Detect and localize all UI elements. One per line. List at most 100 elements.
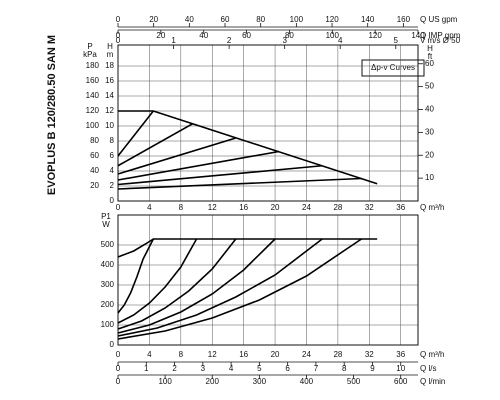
x-tick-label: 16 bbox=[239, 350, 248, 359]
extra-axis-tick-label: 140 bbox=[411, 31, 425, 40]
extra-axis-tick-label: 160 bbox=[397, 15, 411, 24]
kpa-tick-label: 100 bbox=[86, 121, 100, 130]
y-tick-label: 10 bbox=[105, 121, 114, 130]
kpa-tick-label: 60 bbox=[90, 151, 99, 160]
extra-axis-tick-label: 0 bbox=[116, 36, 121, 45]
curve bbox=[117, 123, 193, 167]
x-tick-label: 32 bbox=[365, 350, 374, 359]
x-axis-label: Q m³/h bbox=[420, 350, 444, 359]
extra-axis-tick-label: 120 bbox=[368, 31, 382, 40]
y2-tick-label: 20 bbox=[425, 150, 434, 159]
extra-axis-tick-label: 10 bbox=[396, 364, 405, 373]
y-tick-label: 8 bbox=[110, 136, 115, 145]
extra-axis-tick-label: 300 bbox=[253, 377, 267, 386]
extra-axis-tick-label: 80 bbox=[256, 15, 265, 24]
kpa-tick-label: 140 bbox=[86, 91, 100, 100]
x-tick-label: 8 bbox=[179, 350, 184, 359]
extra-axis-label: Q l/s bbox=[420, 364, 436, 373]
plot-frame bbox=[117, 214, 419, 346]
chart-title: EVOPLUS B 120/280.50 SAN M bbox=[46, 35, 58, 195]
x-tick-label: 32 bbox=[365, 203, 374, 212]
x-tick-label: 20 bbox=[271, 203, 280, 212]
x-axis-label: Q m³/h bbox=[420, 203, 444, 212]
kpa-tick-label: 40 bbox=[90, 166, 99, 175]
extra-axis-tick-label: 9 bbox=[370, 364, 375, 373]
y-axis-label: P1 bbox=[101, 212, 111, 221]
x-tick-label: 4 bbox=[147, 203, 152, 212]
y2-axis-label: H bbox=[427, 44, 433, 53]
y-tick-label: 0 bbox=[110, 196, 115, 205]
kpa-tick-label: 20 bbox=[90, 181, 99, 190]
kpa-tick-label: 120 bbox=[86, 106, 100, 115]
extra-axis-tick-label: 20 bbox=[156, 31, 165, 40]
annotation: Δp-v Curves bbox=[371, 63, 415, 72]
kpa-axis-unit: kPa bbox=[83, 50, 97, 59]
x-tick-label: 12 bbox=[208, 350, 217, 359]
x-tick-label: 20 bbox=[271, 350, 280, 359]
x-tick-label: 28 bbox=[333, 203, 342, 212]
curve bbox=[117, 238, 323, 337]
extra-axis-tick-label: 0 bbox=[116, 364, 121, 373]
curve bbox=[117, 238, 276, 334]
extra-axis-tick-label: 4 bbox=[229, 364, 234, 373]
extra-axis-tick-label: 4 bbox=[338, 36, 343, 45]
extra-axis-tick-label: 0 bbox=[116, 15, 121, 24]
extra-axis-tick-label: 60 bbox=[242, 31, 251, 40]
y-axis-label: H bbox=[107, 42, 113, 51]
curve bbox=[117, 150, 280, 181]
extra-axis-tick-label: 3 bbox=[282, 36, 287, 45]
y2-tick-label: 40 bbox=[425, 105, 434, 114]
extra-axis-tick-label: 5 bbox=[394, 36, 399, 45]
extra-axis-tick-label: 100 bbox=[158, 377, 172, 386]
extra-axis-tick-label: 0 bbox=[116, 31, 121, 40]
y-tick-label: 16 bbox=[105, 76, 114, 85]
extra-axis-tick-label: 2 bbox=[172, 364, 177, 373]
kpa-tick-label: 180 bbox=[86, 61, 100, 70]
curve bbox=[117, 238, 378, 258]
extra-axis-tick-label: 6 bbox=[285, 364, 290, 373]
curve bbox=[117, 238, 362, 340]
extra-axis-tick-label: 40 bbox=[199, 31, 208, 40]
extra-axis-tick-label: 80 bbox=[285, 31, 294, 40]
extra-axis-tick-label: 200 bbox=[206, 377, 220, 386]
extra-axis-tick-label: 60 bbox=[221, 15, 230, 24]
y-tick-label: 200 bbox=[101, 300, 115, 309]
extra-axis-tick-label: 20 bbox=[149, 15, 158, 24]
extra-axis-tick-label: 120 bbox=[325, 15, 339, 24]
extra-axis-tick-label: 8 bbox=[342, 364, 347, 373]
x-tick-label: 8 bbox=[179, 203, 184, 212]
curve bbox=[117, 238, 198, 324]
extra-axis-tick-label: 7 bbox=[314, 364, 319, 373]
y2-tick-label: 30 bbox=[425, 127, 434, 136]
x-tick-label: 36 bbox=[396, 350, 405, 359]
y2-axis-unit: ft bbox=[428, 52, 433, 61]
annotation-box bbox=[361, 59, 425, 77]
extra-axis-tick-label: 500 bbox=[347, 377, 361, 386]
extra-axis-tick-label: 100 bbox=[326, 31, 340, 40]
y-axis-unit: W bbox=[102, 220, 110, 229]
x-tick-label: 24 bbox=[302, 350, 311, 359]
extra-axis-tick-label: 600 bbox=[394, 377, 408, 386]
curve bbox=[117, 110, 154, 157]
curve bbox=[117, 177, 362, 190]
extra-axis-tick-label: 100 bbox=[290, 15, 304, 24]
y2-tick-label: 50 bbox=[425, 82, 434, 91]
y-tick-label: 2 bbox=[110, 181, 115, 190]
y-tick-label: 14 bbox=[105, 91, 114, 100]
extra-axis-label: V m/s Ø 50 bbox=[420, 36, 461, 45]
y-tick-label: 4 bbox=[110, 166, 115, 175]
y-axis-unit: m bbox=[107, 50, 114, 59]
y-tick-label: 0 bbox=[110, 340, 115, 349]
y-tick-label: 500 bbox=[101, 240, 115, 249]
extra-axis-tick-label: 1 bbox=[171, 36, 176, 45]
extra-axis-tick-label: 2 bbox=[227, 36, 232, 45]
x-tick-label: 24 bbox=[302, 203, 311, 212]
y-tick-label: 400 bbox=[101, 260, 115, 269]
extra-axis-tick-label: 140 bbox=[361, 15, 375, 24]
y-tick-label: 300 bbox=[101, 280, 115, 289]
x-tick-label: 36 bbox=[396, 203, 405, 212]
x-tick-label: 0 bbox=[116, 203, 121, 212]
extra-axis-tick-label: 0 bbox=[116, 377, 121, 386]
x-tick-label: 12 bbox=[208, 203, 217, 212]
